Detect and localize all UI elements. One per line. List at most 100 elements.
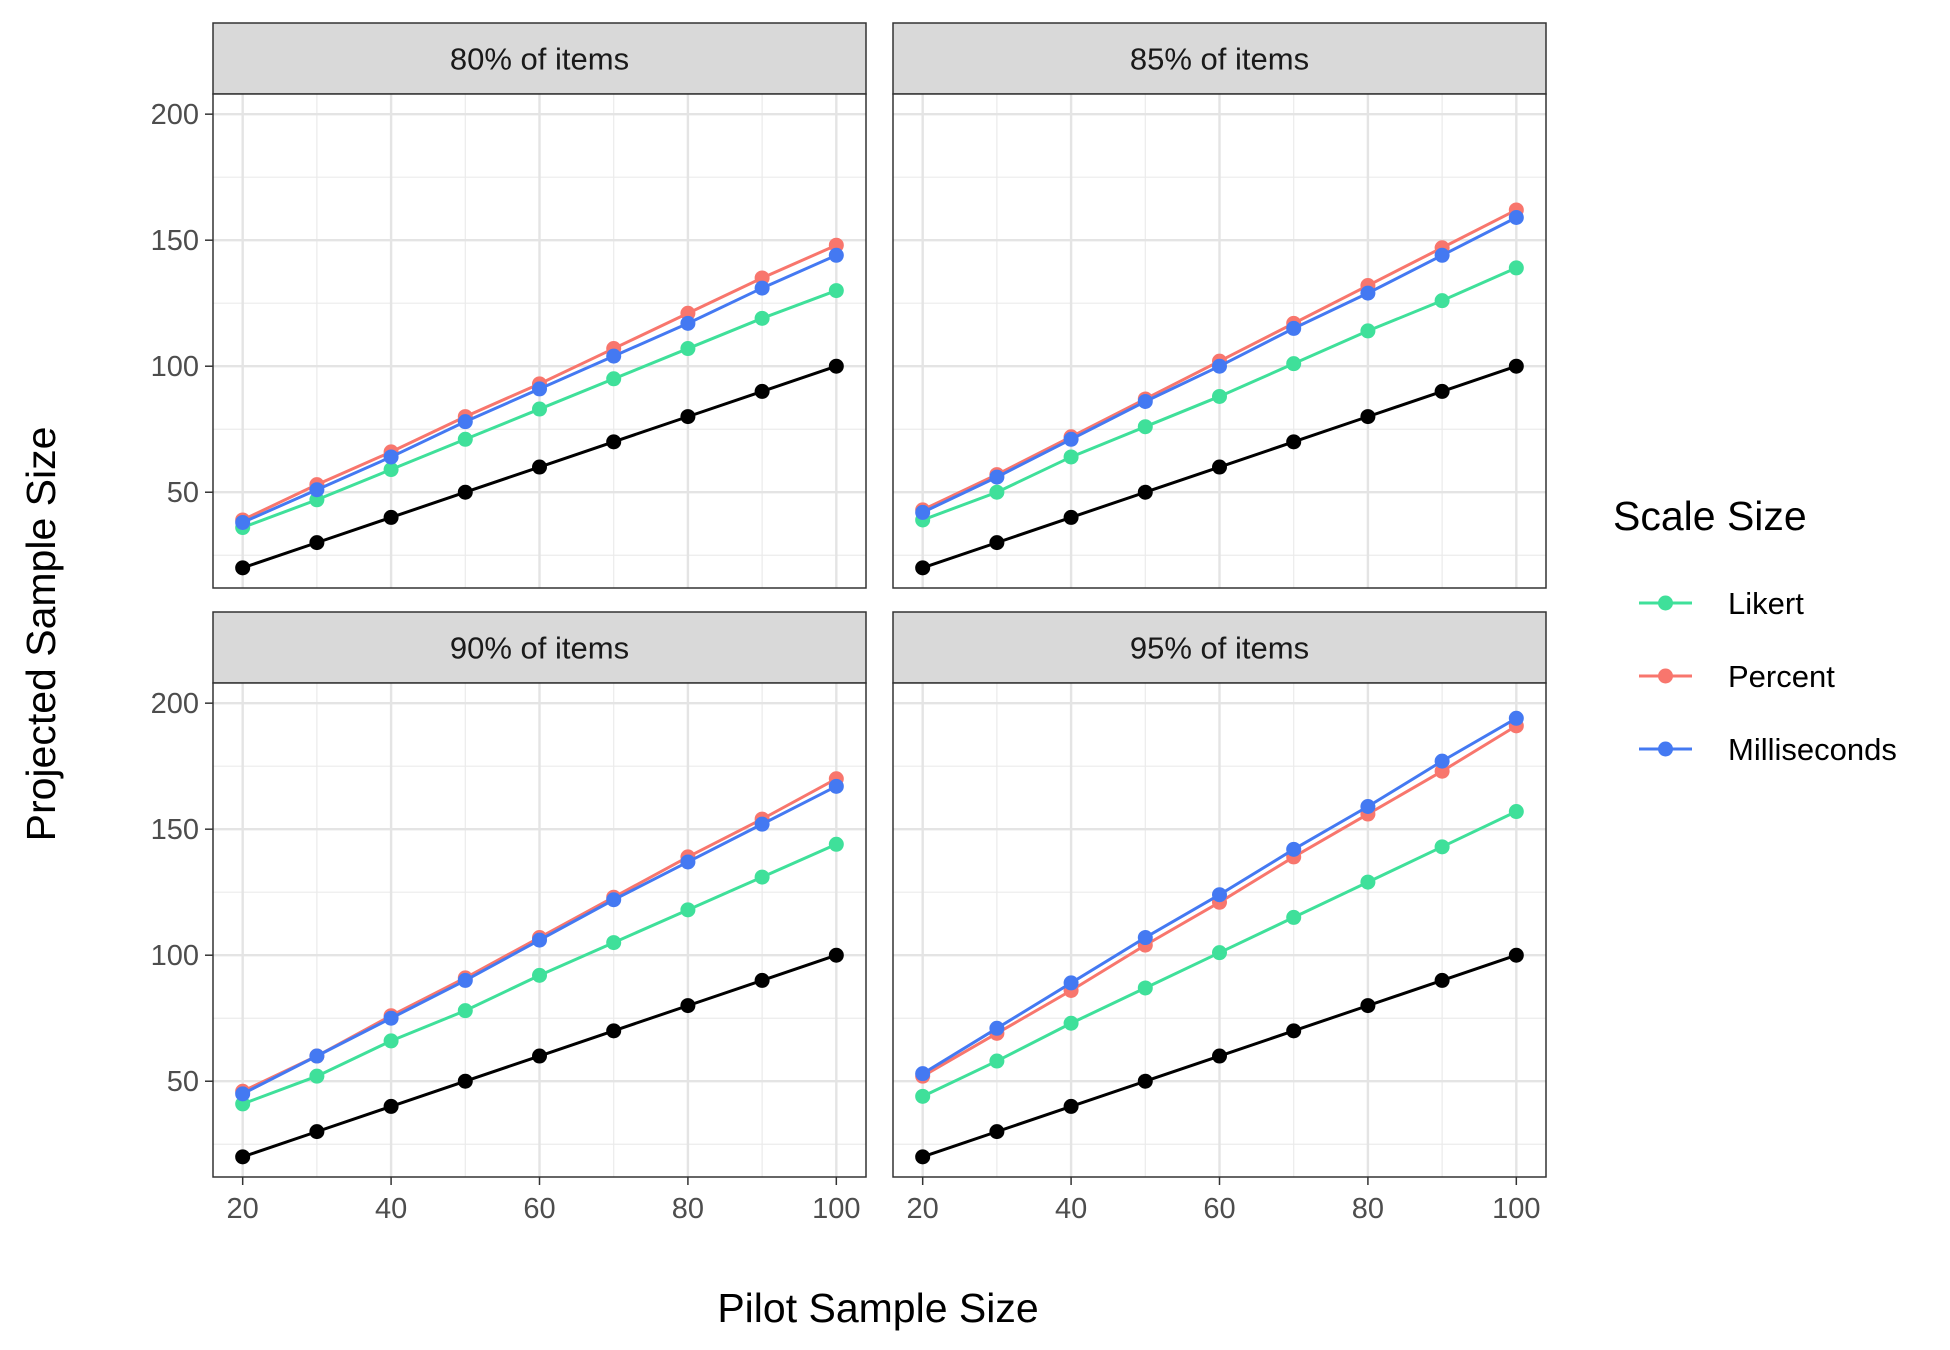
data-point-ms xyxy=(828,778,844,794)
data-point-reference xyxy=(235,1149,251,1165)
y-tick-label: 150 xyxy=(151,814,199,846)
data-point-reference xyxy=(1286,1023,1302,1039)
data-point-reference xyxy=(606,434,622,450)
data-point-ms xyxy=(1434,247,1450,263)
data-point-reference xyxy=(1212,1048,1227,1064)
series-reference xyxy=(915,358,1524,576)
data-point-ms xyxy=(1286,320,1302,336)
panel-1: 80% of items 50 100 150 200 xyxy=(151,22,867,589)
series-ms xyxy=(915,710,1524,1082)
data-point-likert xyxy=(1286,909,1302,925)
legend-label: Percent xyxy=(1728,659,1835,694)
data-point-reference xyxy=(1212,459,1227,475)
y-tick-label: 150 xyxy=(151,225,199,257)
x-tick-label: 40 xyxy=(1055,1193,1087,1225)
data-point-reference xyxy=(532,1048,547,1064)
data-point-likert xyxy=(989,484,1005,500)
data-point-likert xyxy=(532,401,547,417)
data-point-ms xyxy=(1508,710,1524,726)
data-point-likert xyxy=(1063,1015,1079,1031)
data-point-reference xyxy=(1137,484,1153,500)
x-tick-label: 100 xyxy=(812,1193,860,1225)
data-point-reference xyxy=(828,947,844,963)
panel-strip-label: 80% of items xyxy=(450,42,629,77)
data-point-reference xyxy=(1286,434,1302,450)
data-point-reference xyxy=(235,560,251,576)
y-tick-label: 200 xyxy=(151,99,199,131)
data-point-likert xyxy=(1063,449,1079,465)
x-tick-label: 60 xyxy=(1203,1193,1235,1225)
data-point-reference xyxy=(606,1023,622,1039)
data-point-ms xyxy=(754,816,770,832)
data-point-likert xyxy=(915,1088,931,1104)
data-point-ms xyxy=(1137,930,1153,946)
data-point-likert xyxy=(383,462,399,478)
data-point-ms xyxy=(235,1086,251,1102)
data-point-reference xyxy=(1360,998,1376,1014)
data-point-ms xyxy=(915,1066,931,1082)
data-point-ms xyxy=(235,514,251,530)
y-tick-label: 50 xyxy=(167,1066,199,1098)
data-point-ms xyxy=(309,482,325,498)
data-point-reference xyxy=(383,509,399,525)
data-point-reference xyxy=(457,1073,473,1089)
data-point-likert xyxy=(754,869,770,885)
series-reference xyxy=(915,947,1524,1165)
data-point-reference xyxy=(1063,1098,1079,1114)
data-point-likert xyxy=(1286,356,1302,372)
data-point-likert xyxy=(1360,323,1376,339)
series-likert xyxy=(235,836,844,1112)
data-point-ms xyxy=(828,247,844,263)
data-point-ms xyxy=(606,892,622,908)
data-point-ms xyxy=(1360,799,1376,814)
legend-entry-percent: Percent xyxy=(1639,659,1835,694)
data-point-ms xyxy=(680,315,696,331)
y-tick-label: 50 xyxy=(167,477,199,509)
data-point-likert xyxy=(1360,874,1376,890)
gridlines xyxy=(893,683,1546,1177)
gridlines xyxy=(213,94,866,588)
data-point-likert xyxy=(532,967,547,983)
legend: Scale Size Likert Percent Milliseconds xyxy=(1613,493,1897,767)
legend-title: Scale Size xyxy=(1613,493,1807,539)
legend-entry-likert: Likert xyxy=(1639,586,1804,621)
y-tick-label: 100 xyxy=(151,940,199,972)
data-point-ms xyxy=(754,280,770,296)
data-point-ms xyxy=(915,504,931,520)
data-point-reference xyxy=(989,535,1005,551)
panel-strip xyxy=(892,611,1547,684)
data-point-likert xyxy=(1508,260,1524,276)
data-point-reference xyxy=(309,535,325,551)
data-point-reference xyxy=(1508,358,1524,374)
data-point-reference xyxy=(680,998,696,1014)
y-tick-label: 100 xyxy=(151,351,199,383)
data-point-likert xyxy=(754,310,770,326)
data-point-likert xyxy=(989,1053,1005,1069)
series-reference xyxy=(235,358,844,576)
data-point-reference xyxy=(383,1098,399,1114)
panel-4: 95% of items 20 40 60 80 100 xyxy=(892,611,1547,1225)
panel-border xyxy=(892,93,1547,589)
data-point-reference xyxy=(680,409,696,425)
data-point-reference xyxy=(1137,1073,1153,1089)
data-point-likert xyxy=(1434,293,1450,309)
data-point-ms xyxy=(989,1020,1005,1036)
data-point-ms xyxy=(1063,431,1079,447)
data-point-ms xyxy=(606,348,622,364)
x-tick-label: 80 xyxy=(1352,1193,1384,1225)
data-point-reference xyxy=(754,972,770,988)
x-tick-label: 20 xyxy=(227,1193,259,1225)
data-point-reference xyxy=(754,383,770,399)
data-point-ms xyxy=(1434,753,1450,769)
data-point-likert xyxy=(1508,804,1524,820)
panel-2: 85% of items xyxy=(892,22,1547,589)
data-point-reference xyxy=(532,459,547,475)
panel-strip-label: 85% of items xyxy=(1130,42,1309,77)
data-point-likert xyxy=(1137,419,1153,435)
data-point-ms xyxy=(1063,975,1079,991)
data-point-ms xyxy=(309,1048,325,1064)
y-axis-title: Projected Sample Size xyxy=(18,427,64,842)
data-point-reference xyxy=(1360,409,1376,425)
gridlines xyxy=(893,94,1546,588)
data-point-ms xyxy=(383,449,399,465)
